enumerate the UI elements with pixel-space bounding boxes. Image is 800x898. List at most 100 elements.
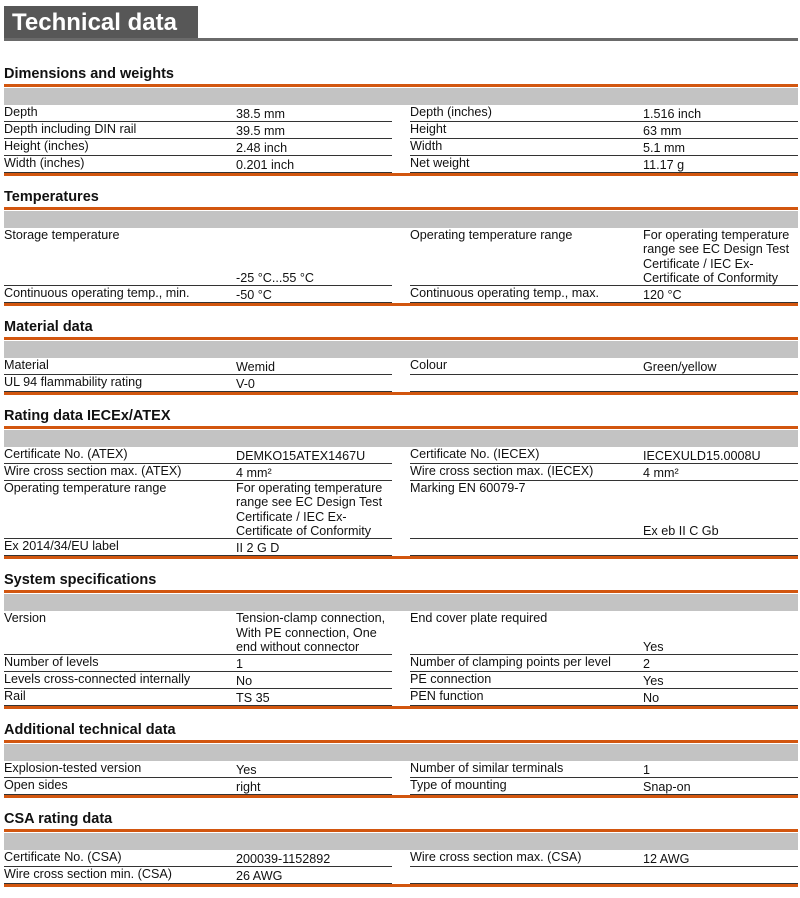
spec-value: 4 mm² xyxy=(236,463,392,482)
section-dimensions-and-weights: Dimensions and weights Depth 38.5 mm Dep… xyxy=(4,64,798,176)
spec-value: 4 mm² xyxy=(643,463,798,482)
section-csa-rating-data: CSA rating data Certificate No. (CSA) 20… xyxy=(4,809,798,888)
spec-value: DEMKO15ATEX1467U xyxy=(236,447,392,465)
spec-label: Wire cross section max. (ATEX) xyxy=(4,463,236,482)
spec-value: 1 xyxy=(643,761,798,779)
spec-value xyxy=(643,538,798,557)
spec-table: Explosion-tested version Yes Number of s… xyxy=(4,761,798,796)
spec-value: Ex eb II C Gb xyxy=(643,480,798,540)
spec-label: PEN function xyxy=(410,688,643,707)
spec-label: Certificate No. (ATEX) xyxy=(4,447,236,465)
spec-label: Ex 2014/34/EU label xyxy=(4,538,236,557)
spec-label: Marking EN 60079-7 xyxy=(410,480,643,540)
spec-label: UL 94 flammability rating xyxy=(4,374,236,393)
section-title: CSA rating data xyxy=(4,811,113,828)
spec-table: Storage temperature -25 °C...55 °C Opera… xyxy=(4,228,798,304)
spec-value: 0.201 inch xyxy=(236,155,392,173)
table-row: Wire cross section min. (CSA) 26 AWG xyxy=(4,866,798,885)
section-band xyxy=(4,430,798,448)
section-band xyxy=(4,594,798,612)
spec-value xyxy=(643,866,798,885)
table-row: Version Tension-clamp connection, With P… xyxy=(4,611,798,656)
section-rating-data-iecex-atex: Rating data IECEx/ATEX Certificate No. (… xyxy=(4,406,798,560)
spec-value: 1.516 inch xyxy=(643,105,798,122)
section-title: Additional technical data xyxy=(4,722,176,739)
page-title: Technical data xyxy=(4,6,198,40)
spec-value: Yes xyxy=(643,671,798,690)
section-band xyxy=(4,88,798,105)
spec-label: Certificate No. (IECEX) xyxy=(410,447,643,465)
spec-value: 2 xyxy=(643,654,798,673)
spec-label: Levels cross-connected internally xyxy=(4,671,236,690)
section-band xyxy=(4,833,798,851)
spec-value: IECEXULD15.0008U xyxy=(643,447,798,465)
section-top-rule xyxy=(4,829,798,833)
section-top-rule xyxy=(4,337,798,341)
spec-label: Operating temperature range xyxy=(410,228,643,287)
spec-value: Snap-on xyxy=(643,777,798,796)
spec-value: right xyxy=(236,777,392,796)
section-top-rule xyxy=(4,590,798,594)
spec-label: Certificate No. (CSA) xyxy=(4,850,236,868)
spec-value: Yes xyxy=(643,611,798,656)
spec-value: 38.5 mm xyxy=(236,105,392,122)
spec-label: Width (inches) xyxy=(4,155,236,173)
table-row: Wire cross section max. (ATEX) 4 mm² Wir… xyxy=(4,463,798,482)
spec-value: -25 °C...55 °C xyxy=(236,228,392,287)
spec-label: Open sides xyxy=(4,777,236,796)
spec-label: Number of levels xyxy=(4,654,236,673)
spec-label xyxy=(410,374,643,393)
section-top-rule xyxy=(4,84,798,87)
table-row: Ex 2014/34/EU label II 2 G D xyxy=(4,538,798,557)
table-row: Width (inches) 0.201 inch Net weight 11.… xyxy=(4,155,798,173)
section-bottom-rule xyxy=(4,706,798,710)
spec-value: 5.1 mm xyxy=(643,138,798,156)
spec-label: Rail xyxy=(4,688,236,707)
spec-value: 11.17 g xyxy=(643,155,798,173)
table-row: Rail TS 35 PEN function No xyxy=(4,688,798,707)
section-top-rule xyxy=(4,740,798,744)
table-row: Open sides right Type of mounting Snap-o… xyxy=(4,777,798,796)
spec-label: Continuous operating temp., min. xyxy=(4,285,236,304)
section-temperatures: Temperatures Storage temperature -25 °C.… xyxy=(4,187,798,307)
spec-value xyxy=(643,374,798,393)
spec-value: 1 xyxy=(236,654,392,673)
spec-label xyxy=(410,538,643,557)
section-bottom-rule xyxy=(4,884,798,888)
spec-label: Depth including DIN rail xyxy=(4,121,236,139)
table-row: Operating temperature range For operatin… xyxy=(4,480,798,540)
spec-label: End cover plate required xyxy=(410,611,643,656)
section-title: Material data xyxy=(4,319,93,336)
spec-table: Version Tension-clamp connection, With P… xyxy=(4,611,798,707)
section-top-rule xyxy=(4,207,798,210)
spec-value: No xyxy=(236,671,392,690)
spec-label: Depth (inches) xyxy=(410,105,643,122)
technical-data-content: Dimensions and weights Depth 38.5 mm Dep… xyxy=(4,64,798,898)
table-row: Certificate No. (ATEX) DEMKO15ATEX1467U … xyxy=(4,447,798,465)
section-additional-technical-data: Additional technical data Explosion-test… xyxy=(4,720,798,799)
section-band xyxy=(4,211,798,228)
spec-value: Yes xyxy=(236,761,392,779)
section-title: Dimensions and weights xyxy=(4,66,174,82)
spec-label: Storage temperature xyxy=(4,228,236,287)
spec-value: -50 °C xyxy=(236,285,392,304)
spec-value: 120 °C xyxy=(643,285,798,304)
table-row: Certificate No. (CSA) 200039-1152892 Wir… xyxy=(4,850,798,868)
spec-table: Depth 38.5 mm Depth (inches) 1.516 inch … xyxy=(4,105,798,173)
table-row: Depth 38.5 mm Depth (inches) 1.516 inch xyxy=(4,105,798,122)
spec-label: Width xyxy=(410,138,643,156)
section-bottom-rule xyxy=(4,173,798,176)
table-row: Depth including DIN rail 39.5 mm Height … xyxy=(4,121,798,139)
spec-label: Height xyxy=(410,121,643,139)
section-title: Rating data IECEx/ATEX xyxy=(4,408,171,425)
spec-value: II 2 G D xyxy=(236,538,392,557)
spec-label: Type of mounting xyxy=(410,777,643,796)
table-row: Number of levels 1 Number of clamping po… xyxy=(4,654,798,673)
spec-label: Number of clamping points per level xyxy=(410,654,643,673)
spec-value: V-0 xyxy=(236,374,392,393)
spec-value: 39.5 mm xyxy=(236,121,392,139)
spec-label: Depth xyxy=(4,105,236,122)
spec-label: Net weight xyxy=(410,155,643,173)
section-material-data: Material data Material Wemid Colour Gree… xyxy=(4,317,798,396)
section-title: Temperatures xyxy=(4,189,99,205)
